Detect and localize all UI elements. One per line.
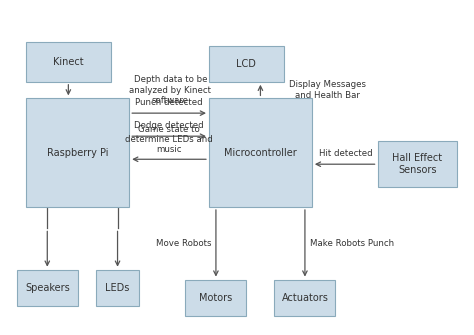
Bar: [17, 270, 78, 306]
Bar: [274, 279, 336, 316]
Text: Motors: Motors: [199, 293, 233, 303]
Bar: [26, 98, 129, 207]
Text: Move Robots: Move Robots: [156, 239, 211, 248]
Text: LEDs: LEDs: [105, 283, 130, 293]
Text: Raspberry Pi: Raspberry Pi: [47, 148, 109, 158]
Text: Hit detected: Hit detected: [319, 149, 373, 157]
Bar: [209, 46, 284, 82]
Text: Dodge detected: Dodge detected: [134, 121, 204, 130]
Bar: [97, 270, 138, 306]
Text: Make Robots Punch: Make Robots Punch: [310, 239, 394, 248]
Text: Depth data to be
analyzed by Kinect
software: Depth data to be analyzed by Kinect soft…: [129, 75, 211, 105]
Text: Speakers: Speakers: [25, 283, 70, 293]
Text: LCD: LCD: [237, 59, 256, 69]
Text: Display Messages
and Health Bar: Display Messages and Health Bar: [289, 80, 365, 100]
Text: Hall Effect
Sensors: Hall Effect Sensors: [392, 153, 442, 175]
Text: Kinect: Kinect: [53, 57, 84, 67]
Bar: [26, 42, 110, 82]
Bar: [209, 98, 312, 207]
Text: Punch detected: Punch detected: [135, 98, 203, 107]
Text: Microcontroller: Microcontroller: [224, 148, 297, 158]
Text: Actuators: Actuators: [282, 293, 328, 303]
Bar: [377, 141, 457, 187]
Text: Game state to
determine LEDs and
music: Game state to determine LEDs and music: [125, 125, 213, 154]
Bar: [185, 279, 246, 316]
